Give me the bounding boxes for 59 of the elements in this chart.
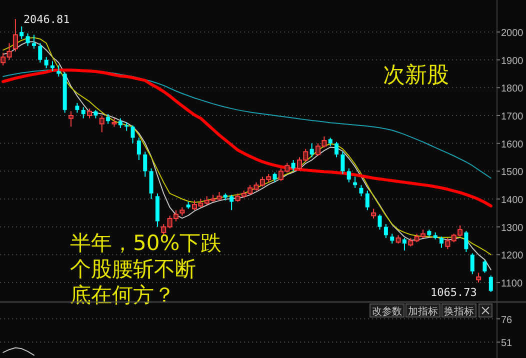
- candlestick: [56, 64, 61, 78]
- candlestick: [75, 102, 80, 114]
- annotation: 换指标: [444, 306, 474, 318]
- candlestick: [291, 160, 296, 172]
- y-tick-label: 1600: [501, 139, 524, 150]
- candlestick: [81, 106, 86, 119]
- candlestick: [38, 42, 42, 64]
- candlestick: [136, 137, 141, 161]
- candlestick: [476, 272, 482, 284]
- candlestick: [464, 230, 468, 252]
- candlestick: [310, 142, 314, 158]
- candlestick: [482, 260, 487, 274]
- y-tick-label: 1400: [501, 195, 524, 206]
- y-tick-label: 1300: [501, 222, 524, 234]
- candlestick: [149, 168, 154, 200]
- candlestick: [340, 151, 345, 174]
- candlestick: [378, 214, 382, 230]
- candlestick: [384, 224, 388, 238]
- y-tick-label: 76: [501, 314, 513, 326]
- candlestick: [230, 194, 234, 211]
- y-tick-label: 1200: [501, 250, 524, 262]
- annotation: 1065.73: [430, 286, 477, 300]
- annotation: 2046.81: [23, 12, 70, 26]
- annotation: 次新股: [383, 63, 449, 88]
- annotation: 半年，50%下跌: [70, 231, 222, 255]
- candlestick: [99, 115, 104, 133]
- candlestick: [359, 184, 364, 197]
- candlestick: [68, 110, 74, 128]
- annotation: 改参数: [372, 306, 402, 318]
- candlestick: [130, 124, 135, 144]
- candlestick: [470, 252, 474, 275]
- candlestick: [440, 236, 444, 248]
- candlestick: [44, 56, 48, 69]
- y-tick-label: 51: [501, 338, 513, 350]
- y-tick-label: 1700: [501, 112, 524, 123]
- y-tick-label: 1500: [501, 167, 524, 178]
- candlestick: [371, 208, 376, 219]
- candlestick: [488, 275, 493, 293]
- candlestick: [106, 114, 110, 124]
- candlestick: [87, 108, 92, 119]
- candlestick: [334, 141, 339, 158]
- y-tick-label: 1100: [501, 278, 523, 290]
- candlestick: [390, 233, 394, 244]
- candlestick: [12, 18, 18, 52]
- candlestick: [26, 32, 30, 46]
- candlestick: [32, 34, 36, 50]
- candlestick: [143, 151, 148, 178]
- candlestick: [402, 237, 406, 252]
- candlestick: [346, 168, 351, 183]
- candlestick: [365, 190, 370, 211]
- annotation: 加指标: [408, 306, 438, 318]
- line-series: [2, 347, 34, 356]
- annotation: 个股腰斩不断: [70, 257, 196, 281]
- y-tick-label: 1900: [501, 56, 524, 67]
- candlestick: [272, 172, 277, 183]
- candlestick: [20, 26, 24, 40]
- candlestick: [118, 118, 122, 129]
- y-tick-label: 2000: [501, 28, 524, 40]
- y-tick-label: 1800: [501, 84, 524, 95]
